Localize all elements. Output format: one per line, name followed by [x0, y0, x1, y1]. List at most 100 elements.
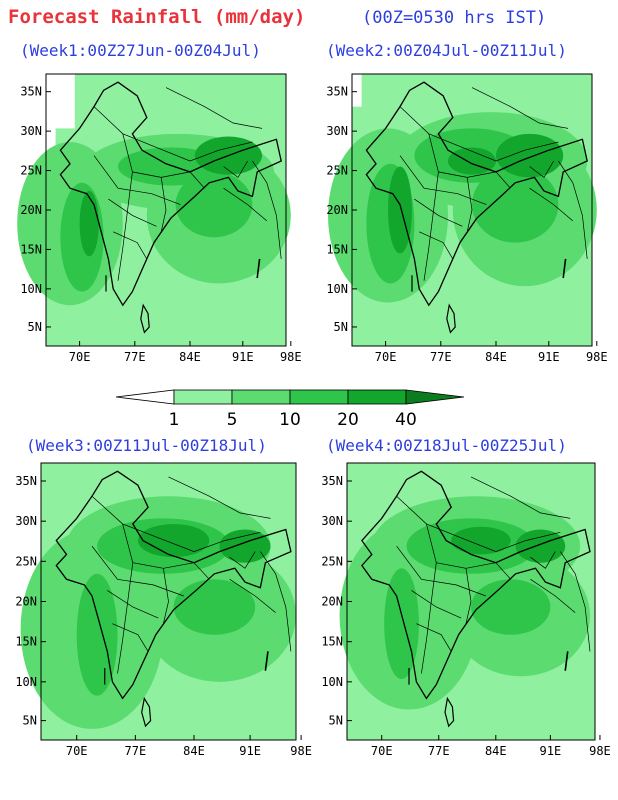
rainfall-zone [496, 133, 564, 178]
lat-tick-label: 30N [326, 124, 348, 138]
colorbar-segment [289, 389, 349, 405]
dry-area [46, 74, 56, 183]
state-border [416, 623, 452, 652]
state-border [428, 133, 497, 178]
state-border [495, 562, 511, 580]
state-border [260, 551, 292, 652]
state-border [465, 568, 472, 624]
state-border [223, 187, 268, 222]
lat-tick-label: 35N [321, 474, 343, 488]
lon-tick-label: 84E [179, 350, 201, 364]
colorbar-segment [115, 389, 175, 405]
state-border [419, 231, 454, 260]
lat-tick-label: 20N [326, 203, 348, 217]
week4-label: (Week4:00Z18Jul-00Z25Jul) [326, 436, 567, 455]
andaman-islands [264, 651, 269, 671]
lat-tick-label: 25N [321, 554, 343, 568]
lat-tick-label: 10N [20, 282, 42, 296]
rainfall-zone [219, 529, 271, 563]
lon-tick-label: 91E [232, 350, 254, 364]
lon-tick-label: 70E [375, 350, 397, 364]
time-note: (00Z=0530 hrs IST) [362, 8, 547, 28]
lat-tick-label: 5N [334, 320, 348, 334]
lat-tick-label: 20N [15, 595, 37, 609]
state-border [529, 187, 574, 222]
state-border [193, 562, 210, 580]
colorbar-label: 5 [227, 410, 238, 430]
rainfall-zone [384, 568, 419, 680]
lat-tick-label: 10N [321, 675, 343, 689]
india-outline [55, 470, 292, 700]
lat-tick-label: 35N [15, 474, 37, 488]
lat-tick-label: 30N [15, 514, 37, 528]
state-border [229, 551, 256, 569]
andaman-islands [256, 258, 261, 279]
colorbar-segment [347, 389, 407, 405]
week1-label: (Week1:00Z27Jun-00Z04Jul) [20, 41, 261, 60]
lat-tick-label: 30N [321, 514, 343, 528]
lon-tick-label: 77E [125, 744, 147, 758]
main-title: Forecast Rainfall (mm/day) [8, 6, 306, 28]
state-border [168, 476, 271, 519]
lat-tick-label: 20N [321, 595, 343, 609]
rainfall-colorbar: 1 5 10 20 40 [115, 389, 465, 430]
colorbar-label: 10 [279, 410, 301, 430]
state-border [466, 177, 473, 232]
colorbar-label: 1 [169, 410, 180, 430]
rainfall-zone [472, 166, 559, 243]
lat-tick-label: 30N [20, 124, 42, 138]
srilanka-outline [141, 696, 152, 728]
state-border [252, 160, 282, 260]
colorbar-segment [231, 389, 291, 405]
state-border [112, 623, 149, 652]
state-border [414, 198, 463, 227]
state-border [530, 551, 556, 569]
lat-tick-label: 15N [321, 635, 343, 649]
colorbar-label: 20 [337, 410, 359, 430]
lon-tick-label: 84E [183, 744, 205, 758]
lat-tick-label: 20N [20, 203, 42, 217]
rainfall-zone [173, 579, 256, 635]
lat-tick-label: 25N [20, 164, 42, 178]
state-border [530, 579, 576, 613]
lon-tick-label: 84E [485, 350, 507, 364]
state-border [107, 590, 159, 619]
colorbar-segment [173, 389, 233, 405]
state-border [163, 568, 169, 624]
lon-tick-label: 98E [586, 350, 608, 364]
andaman-islands [562, 258, 567, 279]
state-border [399, 155, 487, 205]
state-border [165, 87, 263, 129]
lon-tick-label: 91E [540, 744, 562, 758]
state-border [560, 551, 591, 652]
andaman-islands [564, 651, 569, 671]
srilanka-outline [446, 303, 456, 334]
lat-tick-label: 15N [15, 635, 37, 649]
colorbar-segment [405, 389, 465, 405]
colorbar-label: 40 [395, 410, 417, 430]
rainfall-zone [388, 166, 412, 254]
week4-map: 35N 30N 25N 20N 15N 10N 5N 70E 77E 84E 91E 98E [321, 462, 611, 758]
week2-label: (Week2:00Z04Jul-00Z11Jul) [326, 41, 567, 60]
lon-tick-label: 70E [69, 350, 91, 364]
lat-tick-label: 25N [15, 554, 37, 568]
state-border [93, 106, 253, 162]
state-border [189, 171, 205, 189]
state-border [122, 523, 195, 569]
state-border [91, 495, 261, 552]
rainfall-zone [471, 579, 551, 635]
state-border [117, 562, 134, 674]
rainfall-zone [451, 526, 511, 555]
state-border [113, 231, 148, 260]
rainfall-zone [76, 573, 118, 696]
state-border [411, 590, 462, 619]
lon-tick-label: 91E [239, 744, 261, 758]
state-border [396, 545, 487, 597]
state-border [558, 160, 588, 260]
state-border [91, 545, 184, 597]
week3-map: 35N 30N 25N 20N 15N 10N 5N 70E 77E 84E 91E 98E [15, 462, 312, 758]
state-border [108, 198, 157, 227]
lat-tick-label: 10N [326, 282, 348, 296]
lon-tick-label: 84E [485, 744, 507, 758]
state-border [471, 87, 569, 129]
